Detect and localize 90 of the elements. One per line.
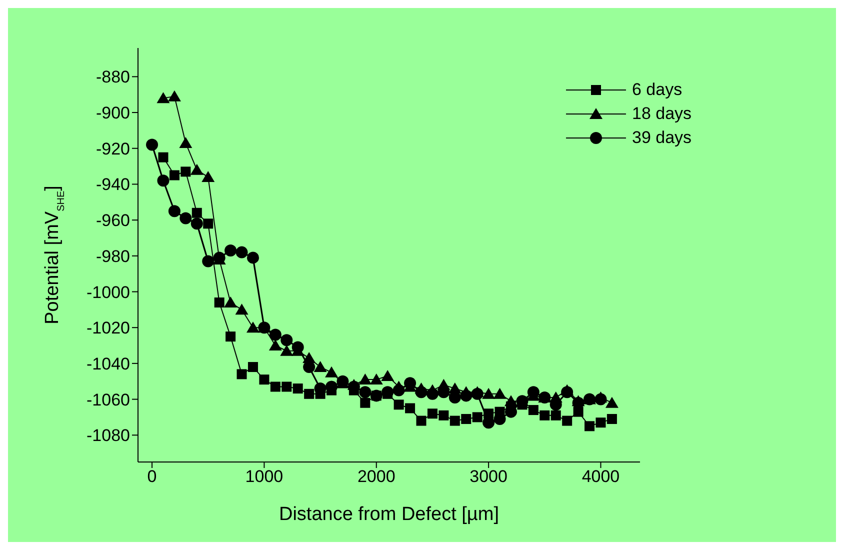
point — [202, 171, 215, 182]
point — [157, 174, 170, 187]
y-tick-label: -940 — [96, 175, 130, 194]
point — [540, 410, 550, 420]
point — [246, 322, 260, 333]
point — [392, 384, 405, 396]
point — [528, 405, 538, 416]
point — [259, 374, 270, 385]
x-tick-label: 4000 — [582, 467, 620, 486]
point — [224, 296, 238, 308]
point — [158, 152, 168, 162]
y-tick-label: -1040 — [86, 354, 130, 374]
point — [180, 212, 192, 224]
point — [460, 390, 472, 402]
point — [270, 382, 280, 392]
y-tick-label: -920 — [96, 139, 130, 158]
point — [282, 382, 292, 392]
point — [168, 205, 180, 218]
y-tick-label: -960 — [96, 211, 130, 230]
point — [169, 170, 180, 180]
y-tick-label: -1020 — [86, 318, 130, 338]
point — [472, 412, 482, 422]
x-axis-title: Distance from Defect [µm] — [278, 504, 500, 525]
y-tick-label: -880 — [96, 68, 130, 87]
point — [325, 366, 338, 378]
x-tick-label: 0 — [147, 467, 157, 486]
point — [179, 136, 192, 148]
point — [269, 328, 282, 341]
point — [235, 304, 248, 315]
point — [416, 416, 426, 426]
point — [314, 361, 327, 372]
point — [360, 398, 370, 408]
point — [358, 374, 372, 385]
point — [405, 403, 416, 414]
point — [292, 384, 303, 394]
point — [268, 340, 282, 351]
point — [304, 388, 314, 399]
point — [246, 252, 259, 264]
point — [450, 416, 460, 426]
point — [202, 255, 214, 268]
x-tick-label: 3000 — [470, 467, 508, 486]
point — [415, 386, 428, 398]
point — [168, 90, 181, 102]
point — [214, 297, 224, 308]
point — [504, 395, 518, 406]
point — [180, 166, 191, 177]
legend-label: 6 days — [632, 80, 682, 100]
point — [584, 421, 595, 432]
point — [594, 393, 607, 406]
point — [280, 334, 293, 346]
point — [482, 388, 496, 399]
point — [438, 410, 449, 420]
y-tick-label: -900 — [96, 104, 130, 123]
y-tick-label: -1080 — [86, 426, 130, 446]
legend-label: 39 days — [632, 128, 692, 148]
point — [280, 344, 294, 356]
y-tick-label: -1060 — [86, 390, 130, 410]
point — [226, 332, 236, 342]
point — [426, 388, 438, 400]
point — [146, 138, 158, 151]
point — [292, 341, 304, 354]
point — [381, 370, 394, 381]
point — [471, 388, 484, 400]
point — [605, 396, 618, 408]
point — [562, 416, 572, 426]
y-tick-label: -1000 — [86, 282, 130, 302]
point — [427, 408, 438, 419]
x-tick-label: 2000 — [357, 467, 396, 486]
point — [561, 386, 574, 398]
point — [493, 388, 506, 399]
point — [596, 418, 606, 428]
point — [236, 369, 247, 380]
y-tick-label: -980 — [96, 246, 130, 266]
point — [192, 208, 202, 218]
point — [248, 362, 258, 372]
x-tick-label: 1000 — [245, 467, 284, 486]
point — [236, 246, 248, 258]
point — [190, 164, 204, 175]
legend-label: 18 days — [632, 104, 692, 124]
point — [370, 374, 383, 385]
point — [203, 218, 214, 229]
point — [394, 400, 404, 410]
point — [550, 410, 561, 420]
point — [190, 218, 203, 230]
point — [224, 244, 237, 257]
point — [359, 386, 372, 398]
point — [461, 414, 472, 424]
point — [156, 92, 170, 104]
point — [527, 386, 540, 398]
point — [606, 414, 617, 424]
